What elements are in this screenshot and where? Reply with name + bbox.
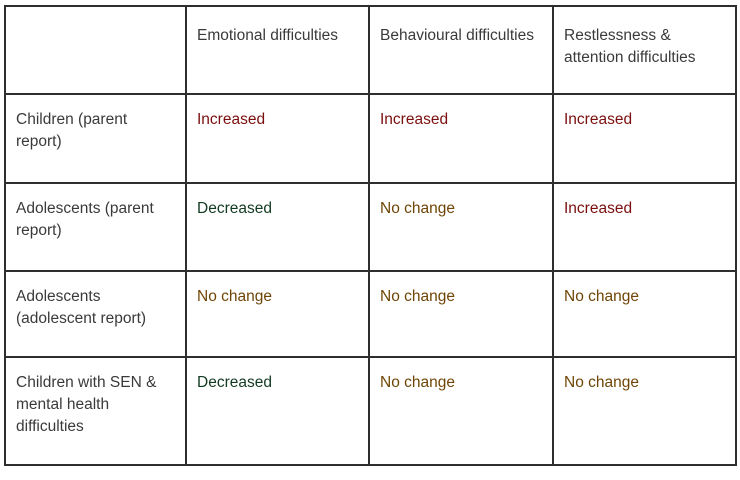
cell-adolescents-self-behavioural: No change bbox=[368, 270, 554, 358]
cell-adolescents-self-restlessness: No change bbox=[552, 270, 737, 358]
table-row-adolescents-self: Adolescents (adolescent report) No chang… bbox=[4, 270, 737, 358]
column-header-emotional: Emotional difficulties bbox=[185, 5, 370, 95]
cell-children-sen-emotional: Decreased bbox=[185, 356, 370, 466]
row-label-children-sen: Children with SEN & mental health diffic… bbox=[4, 356, 187, 466]
cell-children-parent-emotional: Increased bbox=[185, 93, 370, 184]
table-row-children-sen: Children with SEN & mental health diffic… bbox=[4, 356, 737, 466]
cell-adolescents-parent-restlessness: Increased bbox=[552, 182, 737, 272]
corner-empty-cell bbox=[4, 5, 187, 95]
row-label-adolescents-self: Adolescents (adolescent report) bbox=[4, 270, 187, 358]
table-row-children-parent: Children (parent report) Increased Incre… bbox=[4, 93, 737, 184]
header-row: Emotional difficulties Behavioural diffi… bbox=[4, 5, 737, 95]
cell-adolescents-parent-emotional: Decreased bbox=[185, 182, 370, 272]
column-header-restlessness: Restlessness & attention difficulties bbox=[552, 5, 737, 95]
difficulties-change-table: Emotional difficulties Behavioural diffi… bbox=[4, 5, 737, 466]
cell-children-sen-behavioural: No change bbox=[368, 356, 554, 466]
cell-adolescents-self-emotional: No change bbox=[185, 270, 370, 358]
cell-children-sen-restlessness: No change bbox=[552, 356, 737, 466]
cell-adolescents-parent-behavioural: No change bbox=[368, 182, 554, 272]
cell-children-parent-behavioural: Increased bbox=[368, 93, 554, 184]
cell-children-parent-restlessness: Increased bbox=[552, 93, 737, 184]
table-row-adolescents-parent: Adolescents (parent report) Decreased No… bbox=[4, 182, 737, 272]
column-header-behavioural: Behavioural difficulties bbox=[368, 5, 554, 95]
row-label-children-parent: Children (parent report) bbox=[4, 93, 187, 184]
row-label-adolescents-parent: Adolescents (parent report) bbox=[4, 182, 187, 272]
